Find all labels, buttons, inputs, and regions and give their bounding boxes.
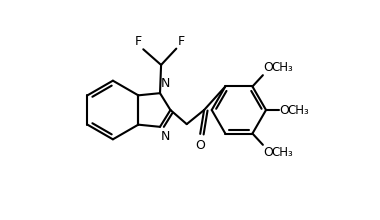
Text: CH₃: CH₃ xyxy=(272,146,293,159)
Text: O: O xyxy=(263,146,273,159)
Text: O: O xyxy=(263,61,273,74)
Text: F: F xyxy=(135,35,142,48)
Text: N: N xyxy=(161,130,171,143)
Text: O: O xyxy=(195,139,205,152)
Text: F: F xyxy=(177,35,185,48)
Text: CH₃: CH₃ xyxy=(288,103,309,117)
Text: O: O xyxy=(280,103,290,117)
Text: N: N xyxy=(161,77,171,90)
Text: CH₃: CH₃ xyxy=(272,61,293,74)
